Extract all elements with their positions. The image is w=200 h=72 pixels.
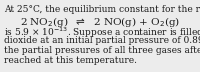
Text: is 5.9 × 10$^{-13}$. Suppose a container is filled with nitrogen: is 5.9 × 10$^{-13}$. Suppose a container… <box>4 26 200 40</box>
Text: the partial pressures of all three gases after equilibrium is: the partial pressures of all three gases… <box>4 46 200 55</box>
Text: 2 NO$_2$(g)  $\rightleftharpoons$  2 NO(g) + O$_2$(g): 2 NO$_2$(g) $\rightleftharpoons$ 2 NO(g)… <box>20 15 180 29</box>
Text: dioxide at an initial partial pressure of 0.89 atm. Calculate: dioxide at an initial partial pressure o… <box>4 36 200 45</box>
Text: At 25°C, the equilibrium constant for the reaction: At 25°C, the equilibrium constant for th… <box>4 5 200 14</box>
Text: reached at this temperature.: reached at this temperature. <box>4 56 137 65</box>
